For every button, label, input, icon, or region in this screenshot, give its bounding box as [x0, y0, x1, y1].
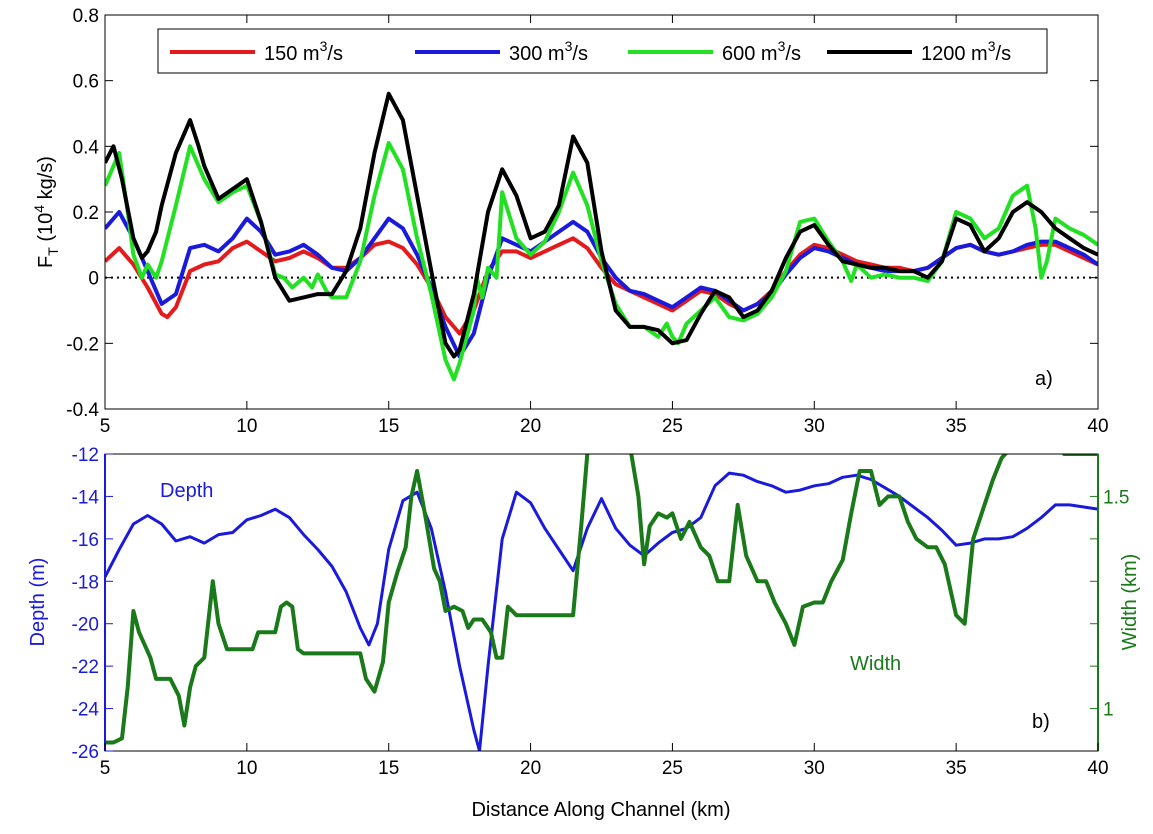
- width-line: [105, 454, 1098, 745]
- y-tick-label: -0.4: [66, 400, 99, 421]
- width-tick-label: 1.5: [1103, 487, 1129, 508]
- y-tick-label: 0.8: [73, 6, 99, 27]
- x-tick-label: 35: [946, 416, 967, 437]
- series-group-a: [105, 91, 1098, 382]
- depth-tick-label: -24: [72, 700, 100, 721]
- series-line-3: [105, 91, 1098, 359]
- x-tick-label: 15: [378, 758, 399, 779]
- x-tick-label: 20: [520, 758, 541, 779]
- y-ticks-b-left: -26 -24 -22 -20 -18 -16 -14 -12: [72, 445, 113, 763]
- panel-b: -26-24-22-20-18-16-14-12 11.5 5 10 15 20 25 3…: [27, 445, 1141, 821]
- depth-annotation: Depth: [160, 480, 213, 502]
- x-ticks-b: 5 10 15 20 25 30 35 40: [100, 743, 1109, 779]
- depth-tick-label: -12: [72, 445, 99, 466]
- x-tick-label: 40: [1087, 758, 1108, 779]
- y-axis-label-a: FT (104 kg/s): [31, 156, 61, 268]
- y-ticks-a: -0.4 -0.2 0 0.2 0.4 0.6 0.8: [66, 6, 1098, 421]
- ylabel-sup: 4: [31, 205, 47, 213]
- x-tick-label: 25: [662, 758, 683, 779]
- y-tick-label: -0.2: [66, 334, 99, 355]
- depth-tick-label: -18: [72, 572, 99, 593]
- ylabel-close: kg/s): [35, 156, 57, 205]
- plot-area-b: [105, 454, 1098, 751]
- y-axis-label-width: Width (km): [1119, 554, 1141, 651]
- y-tick-label: 0.2: [73, 203, 99, 224]
- depth-tick-label: -26: [72, 742, 99, 763]
- x-tick-label: 25: [662, 416, 683, 437]
- ylabel-sub: T: [45, 247, 61, 256]
- legend-label: 150 m3/s: [264, 38, 343, 65]
- panel-a: -0.4 -0.2 0 0.2 0.4 0.6 0.8 5 10 15 20 25 30 35 40 FT…: [31, 6, 1109, 437]
- legend-label: 300 m3/s: [509, 38, 588, 65]
- x-tick-label: 30: [804, 416, 825, 437]
- width-tick-label: 1: [1103, 700, 1114, 721]
- depth-tick-label: -20: [72, 615, 99, 636]
- x-axis-label: Distance Along Channel (km): [471, 799, 730, 821]
- y-tick-label: 0.4: [73, 137, 100, 158]
- x-tick-label: 10: [236, 416, 257, 437]
- x-tick-label: 35: [946, 758, 967, 779]
- y-tick-label: 0: [88, 269, 99, 290]
- x-ticks-a: 5 10 15 20 25 30 35 40: [100, 15, 1109, 437]
- y-ticks-b-right: 11.5: [1090, 454, 1129, 751]
- series-group-b: [105, 454, 1098, 751]
- width-annotation: Width: [850, 653, 901, 675]
- y-tick-label: 0.6: [73, 72, 99, 93]
- legend-label: 1200 m3/s: [921, 38, 1011, 65]
- y-axis-label-depth: Depth (m): [27, 558, 49, 647]
- x-tick-label: 30: [804, 758, 825, 779]
- legend: 150 m3/s 300 m3/s 600 m3/s 1200 m3/s: [157, 28, 1048, 74]
- legend-label: 600 m3/s: [722, 38, 801, 65]
- depth-tick-label: -14: [72, 487, 100, 508]
- x-tick-label: 5: [100, 416, 111, 437]
- plot-area-a: [105, 15, 1098, 409]
- x-tick-label: 15: [378, 416, 399, 437]
- x-tick-label: 5: [100, 758, 111, 779]
- ylabel-open: (10: [35, 213, 57, 247]
- x-tick-label: 20: [520, 416, 541, 437]
- ylabel-base: F: [35, 256, 57, 268]
- depth-tick-label: -22: [72, 657, 99, 678]
- x-tick-label: 40: [1087, 416, 1108, 437]
- depth-tick-label: -16: [72, 530, 99, 551]
- depth-line: [105, 471, 1098, 751]
- panel-label-b: b): [1032, 711, 1050, 733]
- panel-label-a: a): [1035, 368, 1053, 390]
- x-tick-label: 10: [236, 758, 257, 779]
